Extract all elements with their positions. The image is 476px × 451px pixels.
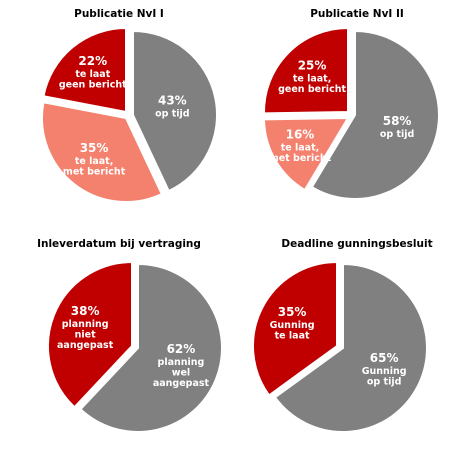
pie-slice-label: 25% te laat, geen bericht [278, 59, 346, 96]
slice-text: te laat, [293, 74, 332, 85]
pie-panel-4: Deadline gunningsbesluit 65% Gunning op ti… [238, 230, 476, 451]
slice-text: planning [158, 357, 205, 368]
slice-text: op tijd [155, 108, 190, 119]
pie-slice [79, 262, 223, 433]
pie-slice [42, 26, 127, 114]
slice-percent: 22% [78, 54, 107, 68]
pie-slice-label: 35% Gunning te laat [270, 305, 315, 342]
slice-percent: 65% [370, 351, 399, 365]
pie-slice-label: 62% planning wel aangepast [153, 342, 210, 389]
pie-slice [132, 29, 218, 193]
slice-text: wel [172, 367, 190, 378]
slice-text: te laat, [75, 156, 114, 167]
slice-text: aangepast [153, 378, 210, 389]
pie-slice-label: 22% te laat geen bericht [59, 54, 127, 91]
pie-slice-label: 16% te laat, met bericht [269, 128, 332, 165]
pie-slice [263, 26, 349, 115]
pie-slice [262, 116, 350, 192]
chart-title: Deadline gunningsbesluit [281, 238, 433, 250]
pie-slice-label: 65% Gunning op tijd [362, 351, 407, 388]
slice-percent: 38% [71, 304, 100, 318]
slice-text: met bericht [63, 167, 126, 178]
slice-text: te laat, [281, 143, 320, 154]
slice-percent: 62% [167, 342, 196, 356]
slice-percent: 16% [286, 128, 315, 142]
pie-panel-1: Publicatie NvI I 43% op tijd 35% te laat, me… [0, 0, 238, 221]
pie-panel-3: Inleverdatum bij vertraging 62% planning w… [0, 230, 238, 451]
chart-title: Publicatie NvI II [310, 8, 404, 20]
slice-text: op tijd [380, 129, 415, 140]
slice-text: niet [75, 330, 96, 341]
pie-slice [252, 260, 338, 397]
slice-text: op tijd [367, 376, 402, 387]
slice-text: geen bericht [278, 84, 346, 95]
pie-slice [273, 262, 428, 433]
chart-title: Publicatie NvI I [74, 8, 164, 20]
slice-text: met bericht [269, 153, 332, 164]
slice-percent: 25% [298, 59, 327, 73]
slice-text: planning [62, 319, 109, 330]
pie-panel-2: Publicatie NvI II 58% op tijd 16% te laat, m… [238, 0, 476, 221]
slice-text: Gunning [362, 366, 407, 377]
slice-percent: 43% [158, 93, 187, 107]
chart-title: Inleverdatum bij vertraging [37, 238, 201, 250]
slice-text: aangepast [57, 340, 114, 351]
slice-percent: 58% [383, 114, 412, 128]
pie-slice-label: 58% op tijd [380, 114, 415, 140]
pie-slice [47, 260, 133, 409]
pie-slice [310, 29, 440, 200]
pie-slice-label: 38% planning niet aangepast [57, 304, 114, 351]
pie-slice-label: 35% te laat, met bericht [63, 141, 126, 178]
slice-text: te laat [75, 69, 110, 80]
pie-slice-label: 43% op tijd [155, 93, 190, 119]
slice-percent: 35% [278, 305, 307, 319]
slice-text: te laat [275, 331, 310, 342]
slice-percent: 35% [80, 141, 109, 155]
pie-slice [41, 101, 164, 203]
slice-text: Gunning [270, 320, 315, 331]
slice-text: geen bericht [59, 79, 127, 90]
